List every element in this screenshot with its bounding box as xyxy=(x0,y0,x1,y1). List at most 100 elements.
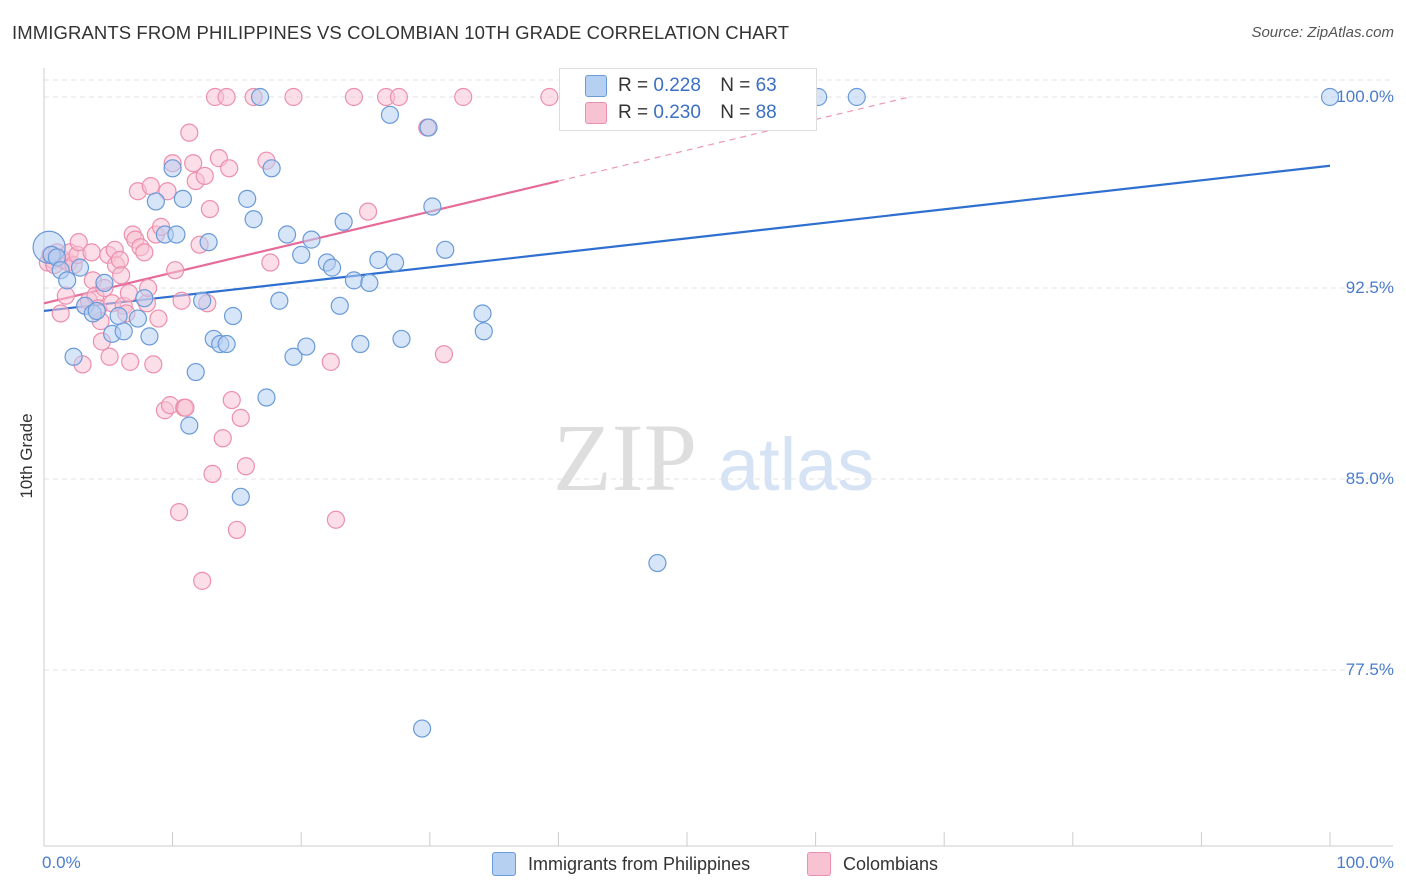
data-point-philippines xyxy=(1320,87,1340,107)
data-point-colombians xyxy=(261,253,280,272)
data-point-philippines xyxy=(360,273,379,293)
data-point-philippines xyxy=(369,250,388,270)
bottom-legend-swatch-pink xyxy=(807,852,831,876)
data-point-colombians xyxy=(344,87,364,107)
data-point-philippines xyxy=(64,347,83,366)
data-point-philippines xyxy=(847,87,866,107)
data-point-philippines xyxy=(128,309,147,328)
data-point-colombians xyxy=(203,464,222,484)
legend-r-label: R = xyxy=(618,102,649,123)
data-point-philippines xyxy=(270,291,289,310)
bottom-legend-label-philippines: Immigrants from Philippines xyxy=(528,853,751,874)
data-point-colombians xyxy=(358,202,378,221)
source-label: Source: ZipAtlas.com xyxy=(1251,24,1394,41)
legend-n-value-philippines: 63 xyxy=(755,75,777,96)
data-point-colombians xyxy=(231,408,250,427)
data-point-philippines xyxy=(302,230,321,249)
data-point-philippines xyxy=(140,327,159,346)
legend-r-value-philippines: 0.228 xyxy=(653,75,701,96)
data-point-colombians xyxy=(184,154,203,173)
data-point-colombians xyxy=(217,87,236,107)
data-point-philippines xyxy=(423,197,442,216)
data-point-colombians xyxy=(193,571,212,590)
data-point-philippines xyxy=(392,329,411,349)
data-point-colombians xyxy=(389,87,409,107)
data-point-philippines xyxy=(180,416,199,435)
data-point-colombians xyxy=(172,291,191,310)
legend-n-label: N = xyxy=(720,102,751,123)
data-point-colombians xyxy=(176,398,195,417)
y-tick-label-77-5: 77.5% xyxy=(1345,660,1394,679)
data-point-philippines xyxy=(58,271,77,290)
data-point-philippines xyxy=(648,553,667,573)
data-point-philippines xyxy=(344,271,364,290)
data-point-colombians xyxy=(180,123,199,142)
data-point-philippines xyxy=(87,301,106,321)
watermark-atlas: atlas xyxy=(718,423,874,506)
data-point-philippines xyxy=(330,296,349,315)
data-point-philippines xyxy=(238,189,257,208)
data-point-philippines xyxy=(167,225,186,244)
legend-r-value-colombians: 0.230 xyxy=(653,102,701,123)
data-point-colombians xyxy=(222,390,241,410)
data-point-philippines xyxy=(277,225,297,244)
data-point-colombians xyxy=(454,87,473,107)
data-point-colombians xyxy=(149,309,168,328)
trend-line-colombians xyxy=(43,179,559,305)
data-point-philippines xyxy=(474,322,493,341)
data-point-philippines xyxy=(223,306,243,326)
data-point-philippines xyxy=(193,291,212,310)
data-point-philippines xyxy=(217,334,236,354)
data-point-philippines xyxy=(473,304,492,323)
data-point-philippines xyxy=(257,388,276,407)
data-point-philippines xyxy=(436,240,455,259)
bottom-legend-label-colombians: Colombians xyxy=(843,853,939,874)
data-point-philippines xyxy=(385,253,405,272)
data-point-philippines xyxy=(109,306,128,326)
data-point-colombians xyxy=(144,355,163,374)
y-tick-label-85: 85.0% xyxy=(1345,469,1394,488)
data-point-philippines xyxy=(95,273,114,293)
data-point-philippines xyxy=(334,212,353,231)
data-point-colombians xyxy=(434,345,454,364)
axes xyxy=(43,68,1393,847)
data-point-colombians xyxy=(82,243,101,262)
data-point-colombians xyxy=(227,520,246,540)
data-point-colombians xyxy=(284,87,303,107)
y-tick-label-100: 100.0% xyxy=(1336,87,1394,106)
data-point-colombians xyxy=(200,199,219,219)
legend-n-value-colombians: 88 xyxy=(755,102,777,123)
data-point-philippines xyxy=(186,362,205,382)
bottom-legend-philippines: Immigrants from Philippines xyxy=(492,852,750,876)
data-point-philippines xyxy=(250,87,270,107)
x-tick-label-0: 0.0% xyxy=(42,853,81,872)
x-axis-ticks xyxy=(43,832,1331,846)
bottom-legend-swatch-blue xyxy=(492,852,516,876)
x-tick-label-100: 100.0% xyxy=(1336,853,1394,872)
data-point-philippines xyxy=(262,159,281,178)
data-point-colombians xyxy=(135,243,154,262)
data-point-colombians xyxy=(110,250,129,270)
data-point-colombians xyxy=(112,266,131,285)
data-point-philippines xyxy=(419,118,438,137)
y-axis-label: 10th Grade xyxy=(17,413,36,499)
watermark: ZIP atlas xyxy=(553,404,874,511)
legend-swatch-pink xyxy=(585,102,607,124)
data-point-colombians xyxy=(236,457,256,476)
data-point-colombians xyxy=(141,177,160,196)
data-point-philippines xyxy=(412,719,432,738)
legend-r-label: R = xyxy=(618,75,649,96)
data-point-colombians xyxy=(158,182,177,201)
data-point-philippines xyxy=(231,487,250,506)
data-point-colombians xyxy=(56,286,75,305)
data-point-colombians xyxy=(69,233,88,252)
data-point-colombians xyxy=(326,510,346,529)
correlation-legend: R = 0.228 N = 63 R = 0.230 N = 88 xyxy=(559,68,817,131)
legend-swatch-blue xyxy=(585,75,607,97)
data-point-colombians xyxy=(195,166,214,186)
data-point-philippines xyxy=(114,322,133,341)
data-point-philippines xyxy=(284,347,303,366)
data-point-philippines xyxy=(244,210,263,229)
data-point-colombians xyxy=(213,429,232,448)
